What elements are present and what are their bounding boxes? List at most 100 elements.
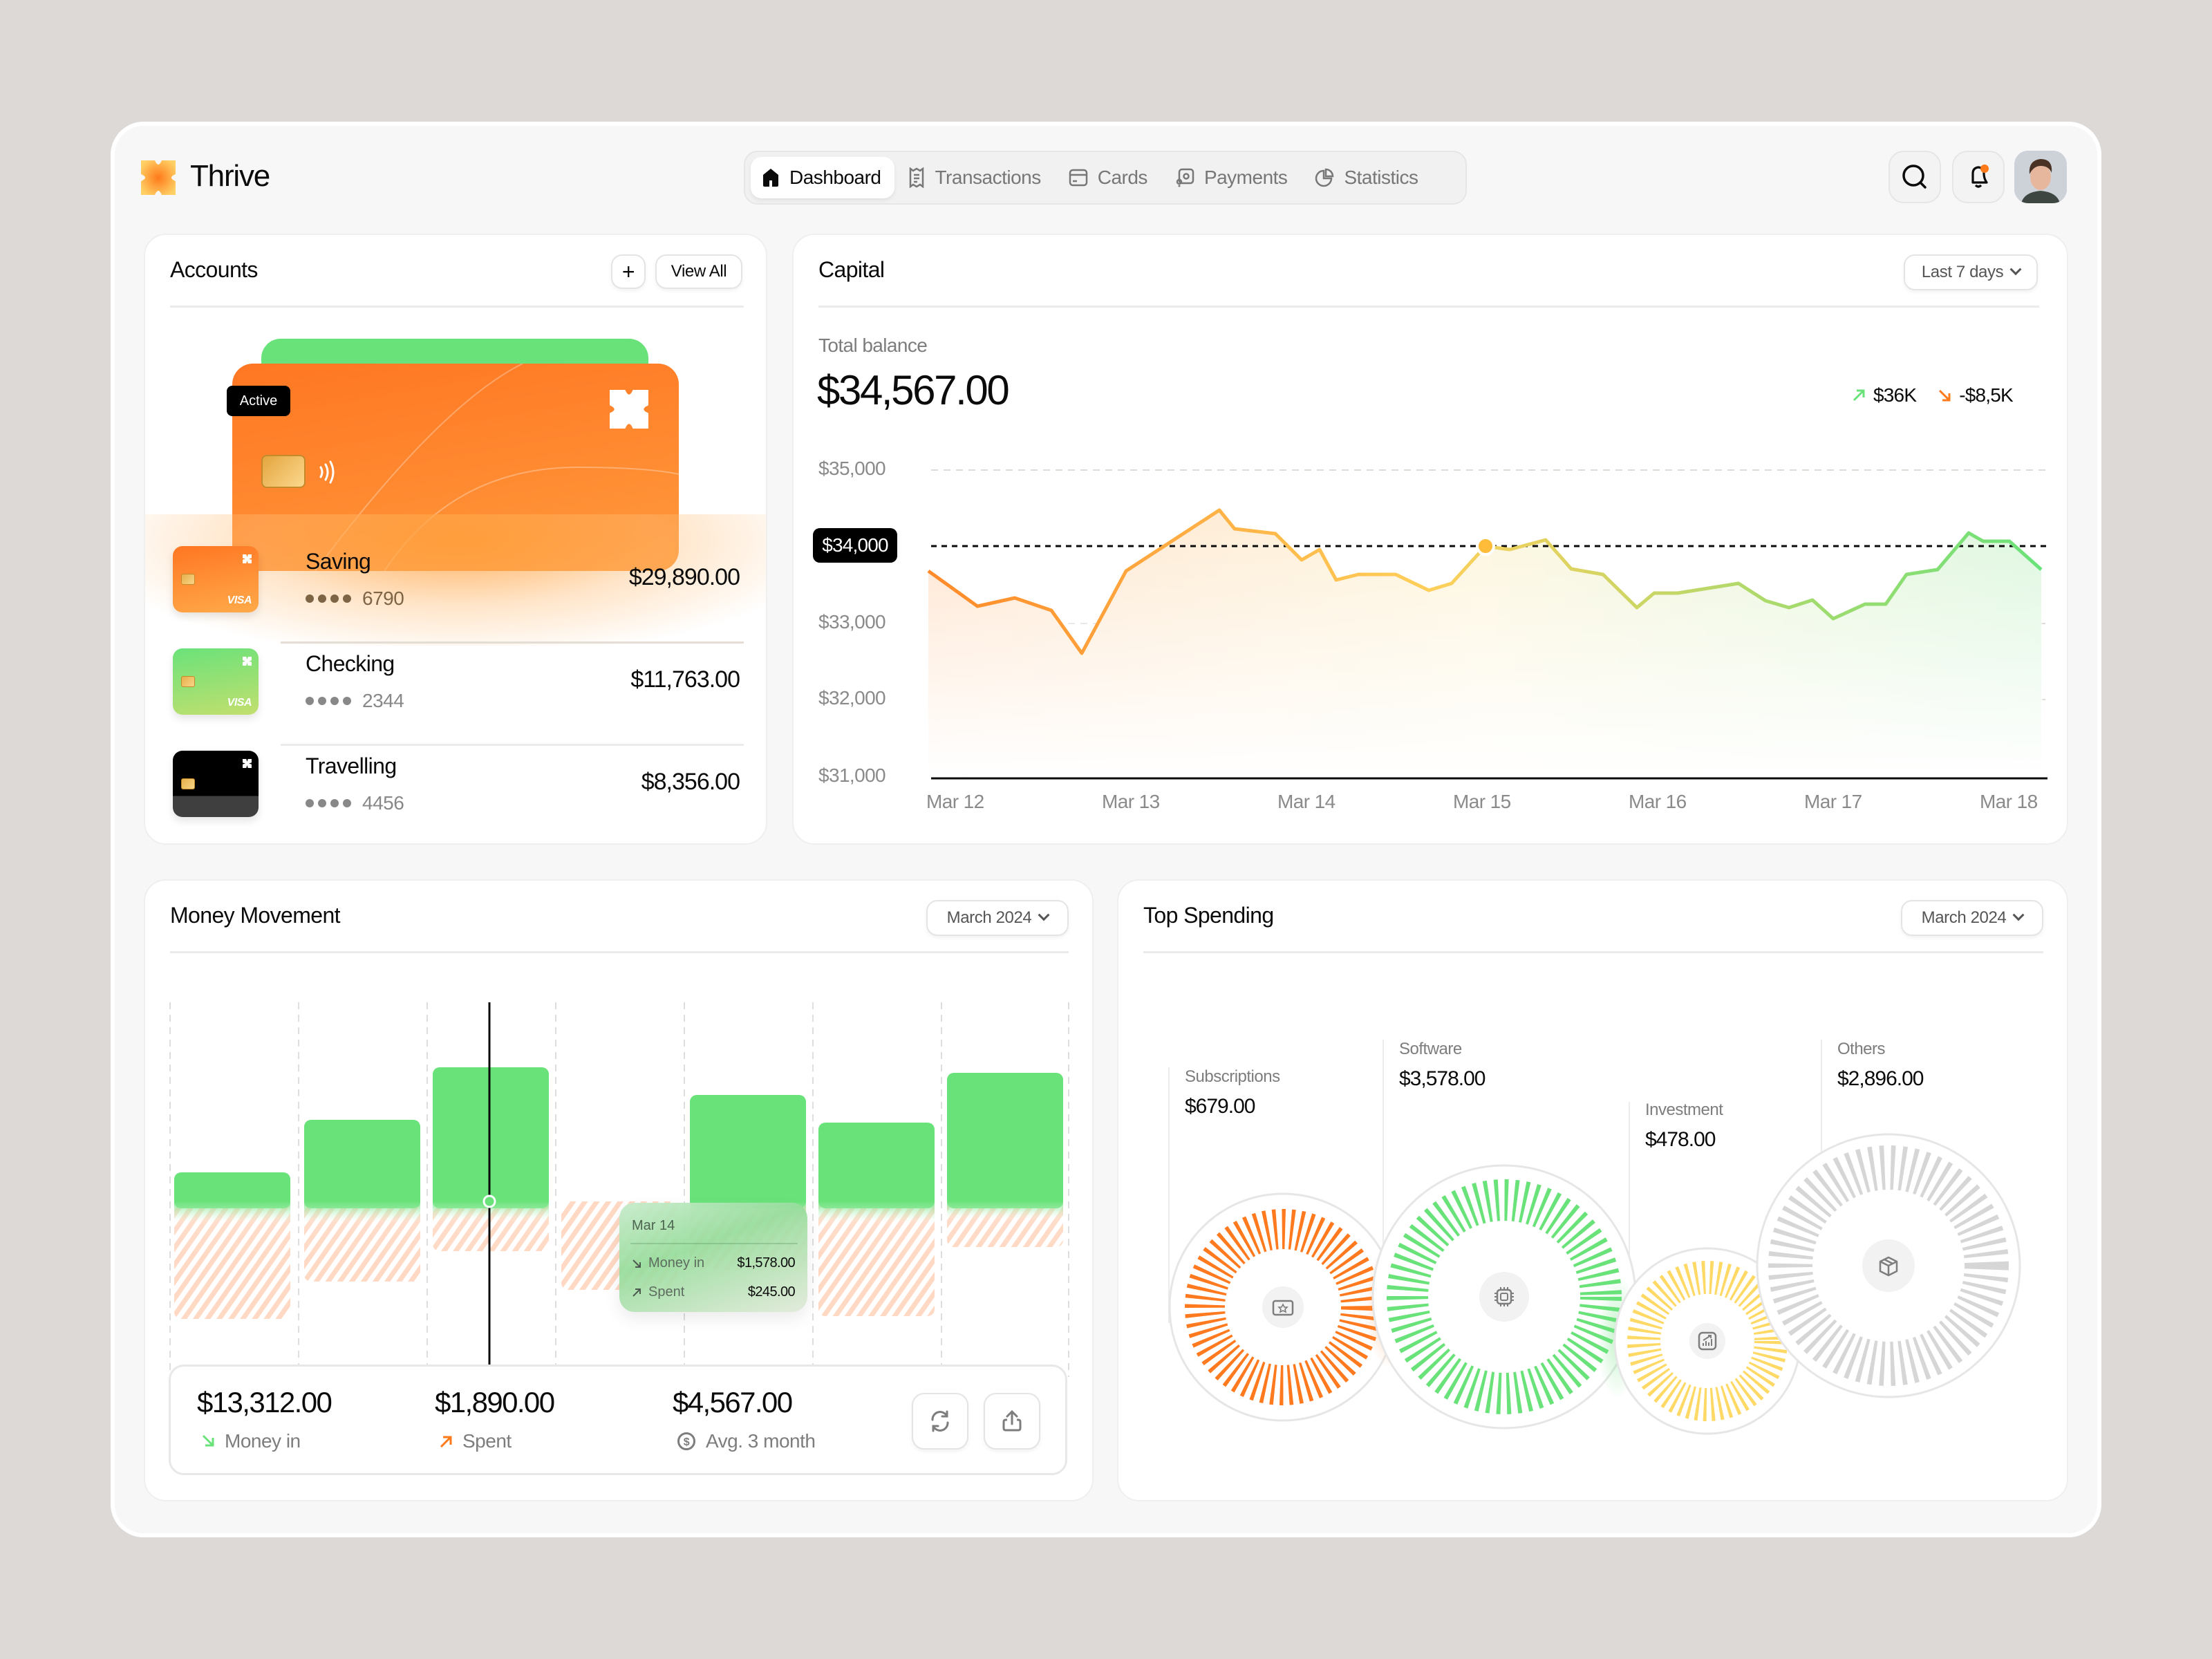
ring-subscriptions <box>1168 1192 1398 1422</box>
travelling-mini-card <box>173 751 259 817</box>
spent-total: $1,890.00 <box>435 1386 555 1418</box>
nav-tab-cards[interactable]: Cards <box>1058 157 1161 198</box>
user-photo <box>2014 151 2067 203</box>
arrow-down-right-icon <box>202 1434 214 1447</box>
contactless-icon <box>319 460 335 484</box>
money-in-label: Money in <box>201 1430 301 1452</box>
masked-dots <box>306 697 351 705</box>
guide-line <box>1382 1040 1384 1268</box>
capital-line-chart[interactable] <box>794 235 2070 846</box>
pie-chart-icon <box>1315 168 1334 187</box>
view-all-button[interactable]: View All <box>655 254 742 289</box>
guide-line <box>1821 1040 1822 1233</box>
range-dropdown[interactable]: Last 7 days <box>1904 254 2038 290</box>
refresh-button[interactable] <box>912 1393 968 1450</box>
guide-line <box>1629 1102 1630 1309</box>
money-in-total: $13,312.00 <box>197 1386 332 1418</box>
expense-change: -$8,5K <box>1959 384 2014 406</box>
cursor-point <box>482 1194 496 1208</box>
ticket-icon <box>1272 1300 1294 1316</box>
spent-label: Spent <box>439 1430 512 1452</box>
dollar-circle-icon: $ <box>677 1432 695 1450</box>
search-icon <box>1902 165 1927 189</box>
capital-title: Capital <box>818 257 885 282</box>
nav-tab-statistics[interactable]: Statistics <box>1304 157 1432 198</box>
app-window: Thrive Dashboard Transactions Cards Paym… <box>111 122 2101 1537</box>
visa-logo: VISA <box>227 697 252 709</box>
search-button[interactable] <box>1888 151 1941 203</box>
category-label: Others <box>1837 1040 1886 1058</box>
nav-tab-transactions[interactable]: Transactions <box>897 157 1054 198</box>
tooltip-spent: Spent $245.00 <box>632 1284 796 1300</box>
bell-icon <box>1971 165 1989 188</box>
capital-card: Capital Last 7 days Total balance $34,56… <box>792 234 2068 845</box>
y-highlight-badge: $34,000 <box>813 528 897 563</box>
top-spending-card: Top Spending March 2024 Subscriptions $6… <box>1117 879 2068 1501</box>
y-tick: $35,000 <box>818 458 886 479</box>
money-movement-divider <box>170 951 1069 953</box>
receipt-icon <box>910 167 924 188</box>
account-row-checking[interactable]: VISA Checking 2344 $11,763.00 <box>173 648 740 740</box>
money-movement-title: Money Movement <box>170 903 341 928</box>
chip-icon <box>181 676 195 687</box>
account-row-travelling[interactable]: Travelling 4456 $8,356.00 <box>173 751 740 842</box>
account-name: Saving <box>306 549 371 574</box>
main-nav: Dashboard Transactions Cards Payments St… <box>744 151 1467 205</box>
x-tick: Mar 17 <box>1804 791 1862 812</box>
chip-icon <box>1494 1287 1514 1306</box>
money-stats-box: $13,312.00 Money in $1,890.00 Spent $4,5… <box>169 1365 1067 1475</box>
account-balance: $29,890.00 <box>628 564 740 590</box>
payments-icon <box>1176 168 1194 187</box>
period-dropdown[interactable]: March 2024 <box>926 900 1069 936</box>
top-spending-rings[interactable] <box>1118 881 2068 1501</box>
period-dropdown-label: March 2024 <box>946 908 1032 927</box>
masked-dots <box>306 799 351 807</box>
y-tick: $33,000 <box>818 611 886 632</box>
nav-tab-label: Cards <box>1097 167 1148 188</box>
capital-divider <box>818 306 2039 308</box>
nav-tab-payments[interactable]: Payments <box>1164 157 1302 198</box>
category-value: $2,896.00 <box>1837 1067 1924 1090</box>
account-number: 2344 <box>306 690 404 712</box>
x-tick: Mar 16 <box>1629 791 1687 812</box>
ring-others <box>1756 1133 2021 1398</box>
tooltip-divider <box>630 1243 798 1244</box>
row-divider <box>281 744 744 746</box>
svg-text:$: $ <box>684 1436 690 1448</box>
nav-tab-label: Payments <box>1203 167 1288 188</box>
income-change: $36K <box>1873 384 1917 406</box>
visa-logo: VISA <box>227 594 252 606</box>
category-label: Software <box>1399 1040 1462 1058</box>
tooltip-date: Mar 14 <box>632 1218 675 1233</box>
avg-total: $4,567.00 <box>673 1386 793 1418</box>
range-dropdown-label: Last 7 days <box>1921 263 2004 281</box>
account-row-saving[interactable]: VISA Saving 6790 $29,890.00 <box>173 546 740 637</box>
masked-dots <box>306 594 351 603</box>
nav-tab-label: Dashboard <box>789 167 881 188</box>
card-logo-icon <box>243 657 252 666</box>
x-tick: Mar 15 <box>1453 791 1511 812</box>
add-account-button[interactable]: + <box>611 254 646 289</box>
ring-investment <box>1613 1247 1801 1435</box>
account-balance: $8,356.00 <box>641 769 740 795</box>
active-badge: Active <box>227 386 290 416</box>
account-name: Travelling <box>306 753 397 778</box>
notifications-button[interactable] <box>1952 151 2005 203</box>
user-avatar[interactable] <box>2014 151 2067 203</box>
category-label: Subscriptions <box>1185 1067 1280 1086</box>
checking-mini-card: VISA <box>173 648 259 715</box>
y-tick: $32,000 <box>818 687 886 709</box>
nav-tab-dashboard[interactable]: Dashboard <box>751 157 895 198</box>
category-value: $3,578.00 <box>1399 1067 1485 1090</box>
avg-label: $ Avg. 3 month <box>677 1430 816 1452</box>
arrow-down-right-icon <box>1939 389 1951 402</box>
arrow-up-right-icon <box>440 1436 452 1448</box>
ring-software <box>1371 1164 1637 1430</box>
arrow-up-right-icon <box>632 1288 641 1297</box>
saving-mini-card: VISA <box>173 546 259 612</box>
card-logo-icon <box>243 759 252 768</box>
x-tick: Mar 14 <box>1277 791 1335 812</box>
period-dropdown[interactable]: March 2024 <box>1901 900 2043 936</box>
money-in-bars <box>174 1067 1063 1208</box>
share-button[interactable] <box>984 1393 1040 1450</box>
